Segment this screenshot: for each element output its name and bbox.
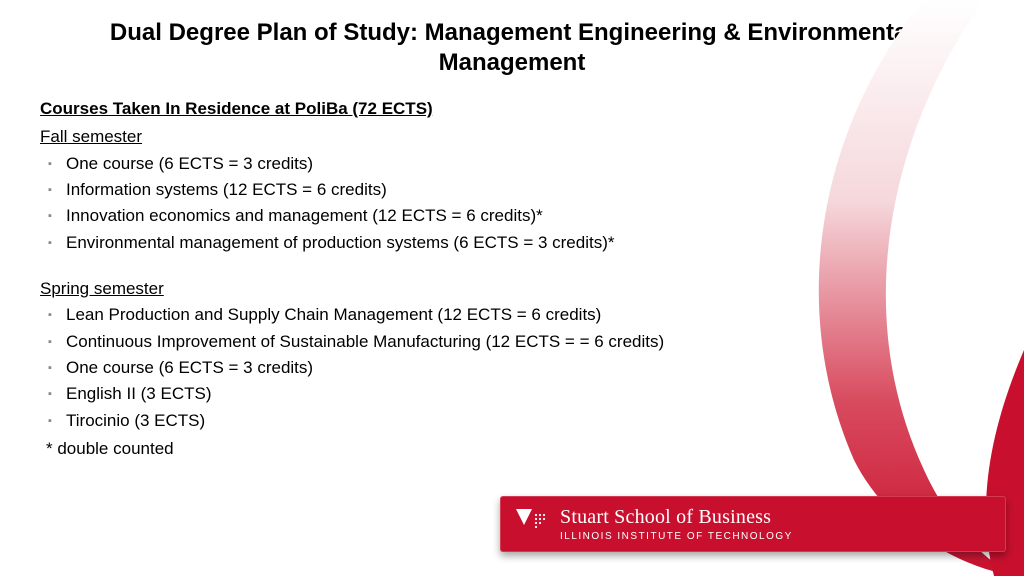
iit-logo-icon (514, 507, 548, 541)
logo-line2: ILLINOIS INSTITUTE OF TECHNOLOGY (560, 531, 793, 542)
fall-course-list: One course (6 ECTS = 3 credits) Informat… (40, 151, 984, 256)
list-item: Information systems (12 ECTS = 6 credits… (48, 177, 984, 203)
list-item: One course (6 ECTS = 3 credits) (48, 355, 984, 381)
list-item: Tirocinio (3 ECTS) (48, 408, 984, 434)
slide-title: Dual Degree Plan of Study: Management En… (0, 0, 1024, 96)
list-item: Innovation economics and management (12 … (48, 203, 984, 229)
section-heading: Courses Taken In Residence at PoliBa (72… (40, 96, 984, 122)
footnote: * double counted (40, 436, 984, 462)
list-item: Environmental management of production s… (48, 230, 984, 256)
fall-subhead: Fall semester (40, 124, 984, 150)
slide-body: Courses Taken In Residence at PoliBa (72… (0, 96, 1024, 462)
list-item: One course (6 ECTS = 3 credits) (48, 151, 984, 177)
list-item: English II (3 ECTS) (48, 381, 984, 407)
logo-line1: Stuart School of Business (560, 506, 793, 528)
spring-subhead: Spring semester (40, 276, 984, 302)
spring-course-list: Lean Production and Supply Chain Managem… (40, 302, 984, 434)
logo-banner: Stuart School of Business ILLINOIS INSTI… (500, 496, 1006, 552)
list-item: Lean Production and Supply Chain Managem… (48, 302, 984, 328)
list-item: Continuous Improvement of Sustainable Ma… (48, 329, 984, 355)
